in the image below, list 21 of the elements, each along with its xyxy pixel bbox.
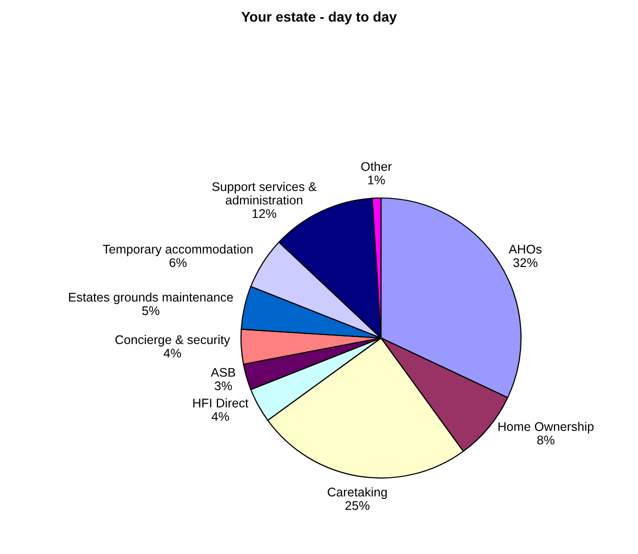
data-label: 6% [170,258,187,268]
data-label: 32% [513,258,538,268]
slice-label: AHOs [508,244,542,254]
slice-label: Other [361,162,392,171]
slice-label: Caretaking [328,487,387,499]
data-label: 12% [252,209,276,218]
data-label: 4% [212,412,229,421]
slice-label: Support services & administration [212,182,316,205]
slice-label: Estates grounds maintenance [69,292,233,304]
slice-label: ASB [210,368,236,377]
data-label: 1% [368,176,385,184]
slice-label: Home Ownership [498,422,594,434]
data-label: 25% [345,501,370,510]
slice-label: Concierge & security [115,334,230,347]
slice-label: Temporary accommodation [102,244,253,256]
data-label: 3% [214,381,232,390]
data-label: 5% [142,306,160,316]
data-label: 8% [537,436,554,444]
slice-label: HFI Direct [193,398,248,408]
chart-title: Your estate - day to day [241,12,397,24]
data-label: 4% [164,348,182,358]
